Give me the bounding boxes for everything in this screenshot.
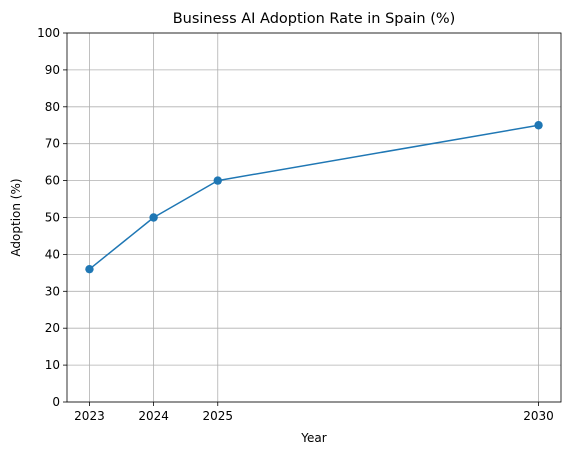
data-point [213, 176, 222, 185]
series-line [88, 124, 540, 270]
x-tick-label: 2023 [74, 409, 105, 423]
x-tick-label: 2025 [202, 409, 233, 423]
data-point [149, 213, 158, 222]
y-tick-label: 60 [45, 174, 60, 188]
y-tick-label: 80 [45, 100, 60, 114]
y-tick-label: 100 [37, 26, 60, 40]
data-point [534, 121, 543, 130]
grid [67, 32, 561, 403]
data-series [85, 121, 543, 274]
y-tick-label: 30 [45, 284, 60, 298]
x-tick-label: 2030 [523, 409, 554, 423]
y-tick-label: 70 [45, 137, 60, 151]
y-tick-label: 0 [52, 395, 60, 409]
y-tick-label: 50 [45, 211, 60, 225]
y-tick-label: 10 [45, 358, 60, 372]
x-tick-label: 2024 [138, 409, 169, 423]
y-tick-label: 20 [45, 321, 60, 335]
x-axis-label: Year [300, 431, 326, 445]
data-point [85, 264, 94, 274]
y-tick-label: 90 [45, 63, 60, 77]
y-axis-label: Adoption (%) [9, 178, 23, 256]
chart-title: Business AI Adoption Rate in Spain (%) [173, 11, 456, 27]
y-tick-label: 40 [45, 247, 60, 261]
